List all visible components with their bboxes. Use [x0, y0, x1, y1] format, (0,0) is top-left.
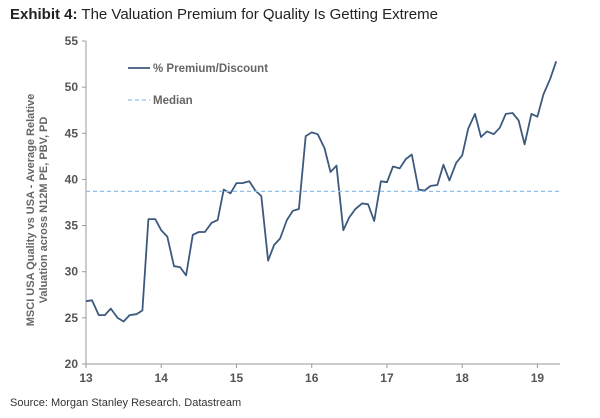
y-tick-label: 25: [65, 311, 79, 325]
y-tick-label: 35: [65, 219, 79, 233]
x-tick-label: 14: [155, 371, 169, 385]
source-note: Source: Morgan Stanley Research. Datastr…: [10, 397, 242, 409]
y-tick-label: 50: [65, 80, 79, 94]
x-tick-label: 16: [305, 371, 319, 385]
exhibit-title: The Valuation Premium for Quality Is Get…: [81, 6, 438, 23]
legend-label: Median: [153, 95, 193, 107]
y-axis-label-line-1: MSCI USA Quality vs USA - Average Relati…: [25, 94, 37, 327]
y-tick-label: 55: [65, 34, 79, 48]
series-group: [85, 61, 560, 323]
x-axis: 13 14 15 16 17 18 19: [79, 363, 560, 385]
chart-title: Exhibit 4: The Valuation Premium for Qua…: [10, 6, 438, 23]
y-axis: 20 25 30 35 40 45 50 55: [65, 34, 87, 371]
x-tick-label: 17: [380, 371, 394, 385]
legend-label: % Premium/Discount: [153, 63, 268, 75]
x-tick-label: 15: [230, 371, 244, 385]
y-tick-label: 20: [65, 357, 79, 371]
y-axis-label-line-2: Valuation across N12M PE, PBV, PD: [38, 117, 50, 304]
y-tick-label: 40: [65, 172, 79, 186]
x-tick-label: 19: [531, 371, 545, 385]
premium-discount-line: [85, 61, 558, 323]
y-tick-label: 45: [65, 126, 79, 140]
x-tick-label: 13: [79, 371, 93, 385]
y-tick-label: 30: [65, 265, 79, 279]
exhibit-label: Exhibit 4:: [10, 6, 78, 23]
legend: % Premium/Discount Median: [128, 63, 268, 107]
x-tick-label: 18: [456, 371, 470, 385]
